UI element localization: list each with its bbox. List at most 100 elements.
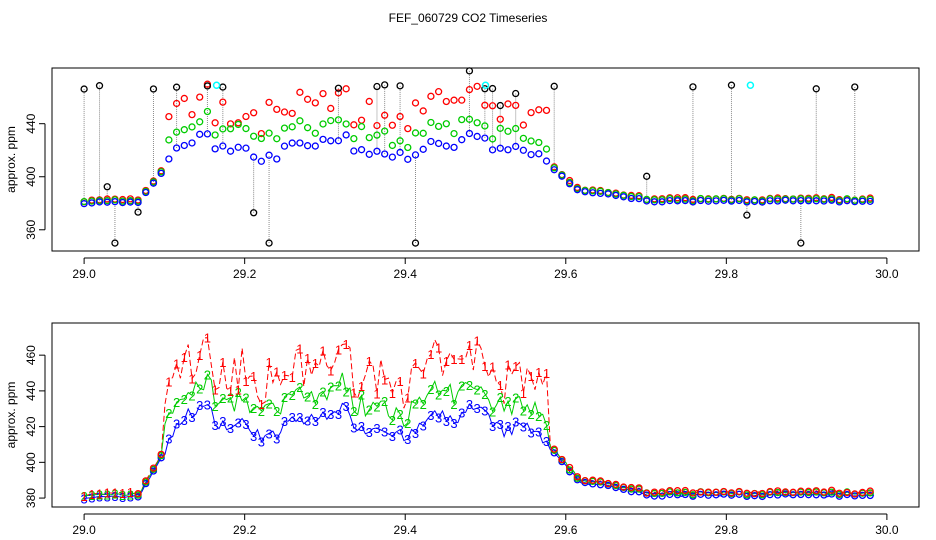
top-data-marks [80, 67, 874, 247]
series-3-point [542, 157, 551, 165]
series-2-point [196, 118, 204, 126]
series-1-point [303, 95, 312, 103]
series-3-point [835, 198, 844, 206]
series-1-point [789, 488, 797, 496]
series-2-marker: 2 [466, 378, 473, 393]
series-1-marker: 1 [80, 489, 87, 504]
series-3-point [774, 491, 782, 499]
series-2-marker: 2 [258, 404, 265, 419]
series-1-point [635, 484, 643, 492]
series-1-point [404, 124, 412, 133]
series-2-point [242, 124, 250, 133]
series-3-marker: 3 [196, 398, 203, 413]
series-1-point [273, 105, 281, 114]
y-tick-label: 440 [24, 381, 38, 401]
series-2-marker: 2 [104, 488, 111, 503]
raw-point [373, 82, 381, 91]
series-3-marker: 3 [343, 399, 350, 414]
series-1-marker: 1 [466, 338, 473, 353]
series-1-point [381, 111, 389, 119]
series-1-marker: 1 [543, 366, 550, 381]
series-1-marker: 1 [227, 384, 234, 399]
series-2-point [496, 124, 504, 133]
series-3-point [118, 198, 127, 207]
series-1-marker: 1 [535, 365, 542, 380]
series-2-marker: 2 [212, 399, 219, 414]
bottom-panel: 3 3 3 3 3 3 333 3 33 33 3 3 3 33 33 33 3 3 3 33 3 333 3 3 3 3 3 33 3… [4, 322, 920, 537]
series-3-point [573, 186, 581, 194]
series-3-point [334, 137, 343, 145]
series-2-marker: 2 [165, 406, 172, 421]
series-1-point [650, 488, 659, 496]
series-2-marker: 2 [396, 407, 403, 422]
series-2-point [542, 145, 551, 153]
series-3-marker: 3 [119, 490, 126, 505]
series-1-marker: 1 [281, 368, 288, 383]
series-1-marker: 1 [104, 485, 111, 500]
series-1-marker: 1 [389, 386, 396, 401]
series-3-point [851, 198, 859, 206]
series-3-point [858, 491, 867, 500]
series-3-marker: 3 [458, 405, 465, 420]
bottom-data-marks: 3 3 3 3 3 3 333 3 33 33 3 3 3 33 33 33 3 3 3 33 3 333 3 3 3 3 3 33 3… [80, 331, 875, 507]
series-1-marker: 1 [489, 360, 496, 375]
series-3-point [696, 196, 705, 205]
series-3-point [612, 191, 620, 200]
series-3-marker: 3 [474, 401, 481, 416]
series-1-marker: 1 [296, 342, 303, 357]
series-3-marker: 3 [265, 426, 272, 441]
series-1-point [265, 98, 273, 107]
series-3-point [265, 151, 273, 159]
series-1-marker: 1 [396, 374, 403, 389]
bottom-y-axis-label: approx. ppm [4, 382, 18, 449]
flag-point [212, 81, 221, 89]
series-2-marker: 2 [373, 399, 380, 414]
series-1-point [342, 85, 350, 93]
series-3-marker: 3 [427, 408, 434, 423]
series-3-point [288, 139, 296, 147]
y-tick-label: 400 [24, 166, 38, 186]
series-1-point [142, 477, 150, 485]
series-1-point [172, 99, 181, 108]
series-3-point [126, 198, 135, 206]
series-3-point [797, 196, 805, 205]
series-1-point [535, 106, 543, 114]
bottom-x-axis: 29.0 29.2 29.4 29.6 29.8 30.0 [72, 513, 899, 537]
series-2-marker: 2 [296, 380, 303, 395]
series-3-marker: 3 [389, 429, 396, 444]
series-1-point [396, 112, 404, 121]
series-3-marker: 3 [466, 397, 473, 412]
series-3-point [804, 491, 813, 499]
series-2-point [288, 123, 296, 131]
series-2-point [296, 117, 304, 125]
series-2-point [234, 120, 242, 129]
raw-point [743, 211, 751, 219]
series-1-point [527, 108, 535, 117]
series-1-point [689, 489, 697, 497]
series-3-marker: 3 [373, 421, 380, 436]
x-tick-label: 29.6 [554, 267, 578, 281]
series-1-point [812, 487, 820, 495]
series-1-marker: 1 [212, 383, 219, 398]
series-2-point [303, 124, 312, 132]
series-3-marker: 3 [319, 405, 326, 420]
series-2-point [203, 107, 212, 116]
series-2-point [334, 116, 343, 124]
series-2-point [396, 137, 404, 145]
series-1-point [858, 488, 867, 497]
series-1-point [504, 100, 512, 108]
series-1-point [450, 96, 458, 104]
series-3-point [257, 157, 266, 165]
series-2-point [504, 127, 512, 135]
series-1-point [720, 487, 728, 496]
series-1-point [257, 129, 266, 138]
series-2-point [458, 115, 466, 124]
raw-point [111, 239, 119, 247]
y-tick-label: 420 [24, 416, 38, 436]
series-3-point [635, 194, 643, 203]
series-2-marker: 2 [497, 390, 504, 405]
series-1-marker: 1 [404, 391, 411, 406]
series-3-point [172, 144, 181, 152]
series-3-point [797, 490, 805, 499]
series-2-point [350, 134, 358, 143]
